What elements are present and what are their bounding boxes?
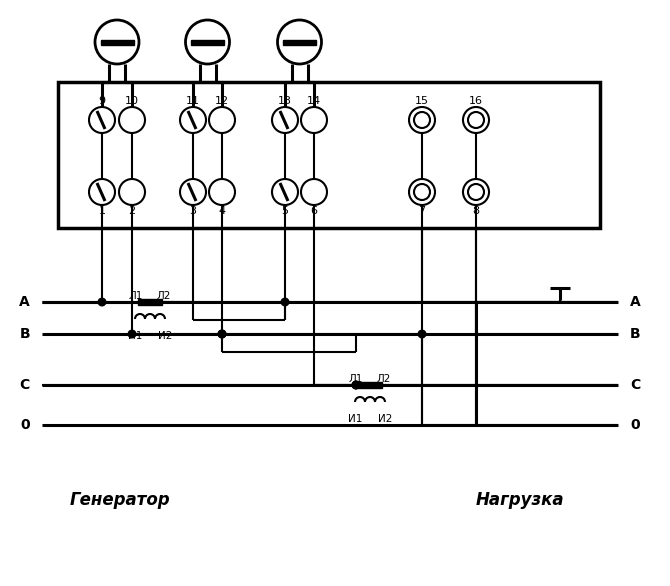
Text: 6: 6	[310, 206, 318, 216]
Text: Л1: Л1	[349, 374, 363, 384]
Text: 15: 15	[415, 96, 429, 106]
Text: A: A	[19, 295, 30, 309]
Text: 0: 0	[630, 418, 640, 432]
Text: C: C	[19, 378, 30, 392]
Text: 12: 12	[215, 96, 229, 106]
Text: 16: 16	[469, 96, 483, 106]
Text: A: A	[630, 295, 641, 309]
Bar	[100, 39, 133, 45]
Text: 4: 4	[218, 206, 226, 216]
Circle shape	[352, 380, 360, 390]
Text: Нагрузка: Нагрузка	[476, 491, 564, 509]
Text: C: C	[630, 378, 641, 392]
Circle shape	[218, 329, 226, 339]
Text: 2: 2	[129, 206, 135, 216]
Bar	[358, 382, 382, 388]
Text: 5: 5	[281, 206, 289, 216]
Text: 13: 13	[278, 96, 292, 106]
Text: 3: 3	[190, 206, 196, 216]
Text: 1: 1	[98, 206, 105, 216]
Circle shape	[281, 298, 289, 306]
Circle shape	[127, 329, 137, 339]
Text: 7: 7	[419, 206, 425, 216]
Text: 14: 14	[307, 96, 321, 106]
Text: 8: 8	[472, 206, 480, 216]
Text: И2: И2	[378, 414, 392, 424]
Text: B: B	[630, 327, 641, 341]
Text: И1: И1	[128, 331, 142, 341]
Text: 9: 9	[98, 96, 106, 106]
Text: 11: 11	[186, 96, 200, 106]
Bar	[58, 82, 600, 228]
Text: И2: И2	[158, 331, 172, 341]
Text: 10: 10	[125, 96, 139, 106]
Text: Генератор: Генератор	[70, 491, 170, 509]
Circle shape	[98, 298, 107, 306]
Circle shape	[352, 380, 360, 390]
Text: Л1: Л1	[129, 291, 143, 301]
Text: 0: 0	[20, 418, 30, 432]
Bar	[283, 39, 316, 45]
Text: B: B	[19, 327, 30, 341]
Bar	[138, 299, 162, 305]
Text: И1: И1	[348, 414, 362, 424]
Circle shape	[417, 329, 427, 339]
Text: Л2: Л2	[157, 291, 172, 301]
Bar	[191, 39, 224, 45]
Text: Л2: Л2	[377, 374, 391, 384]
Circle shape	[218, 329, 226, 339]
